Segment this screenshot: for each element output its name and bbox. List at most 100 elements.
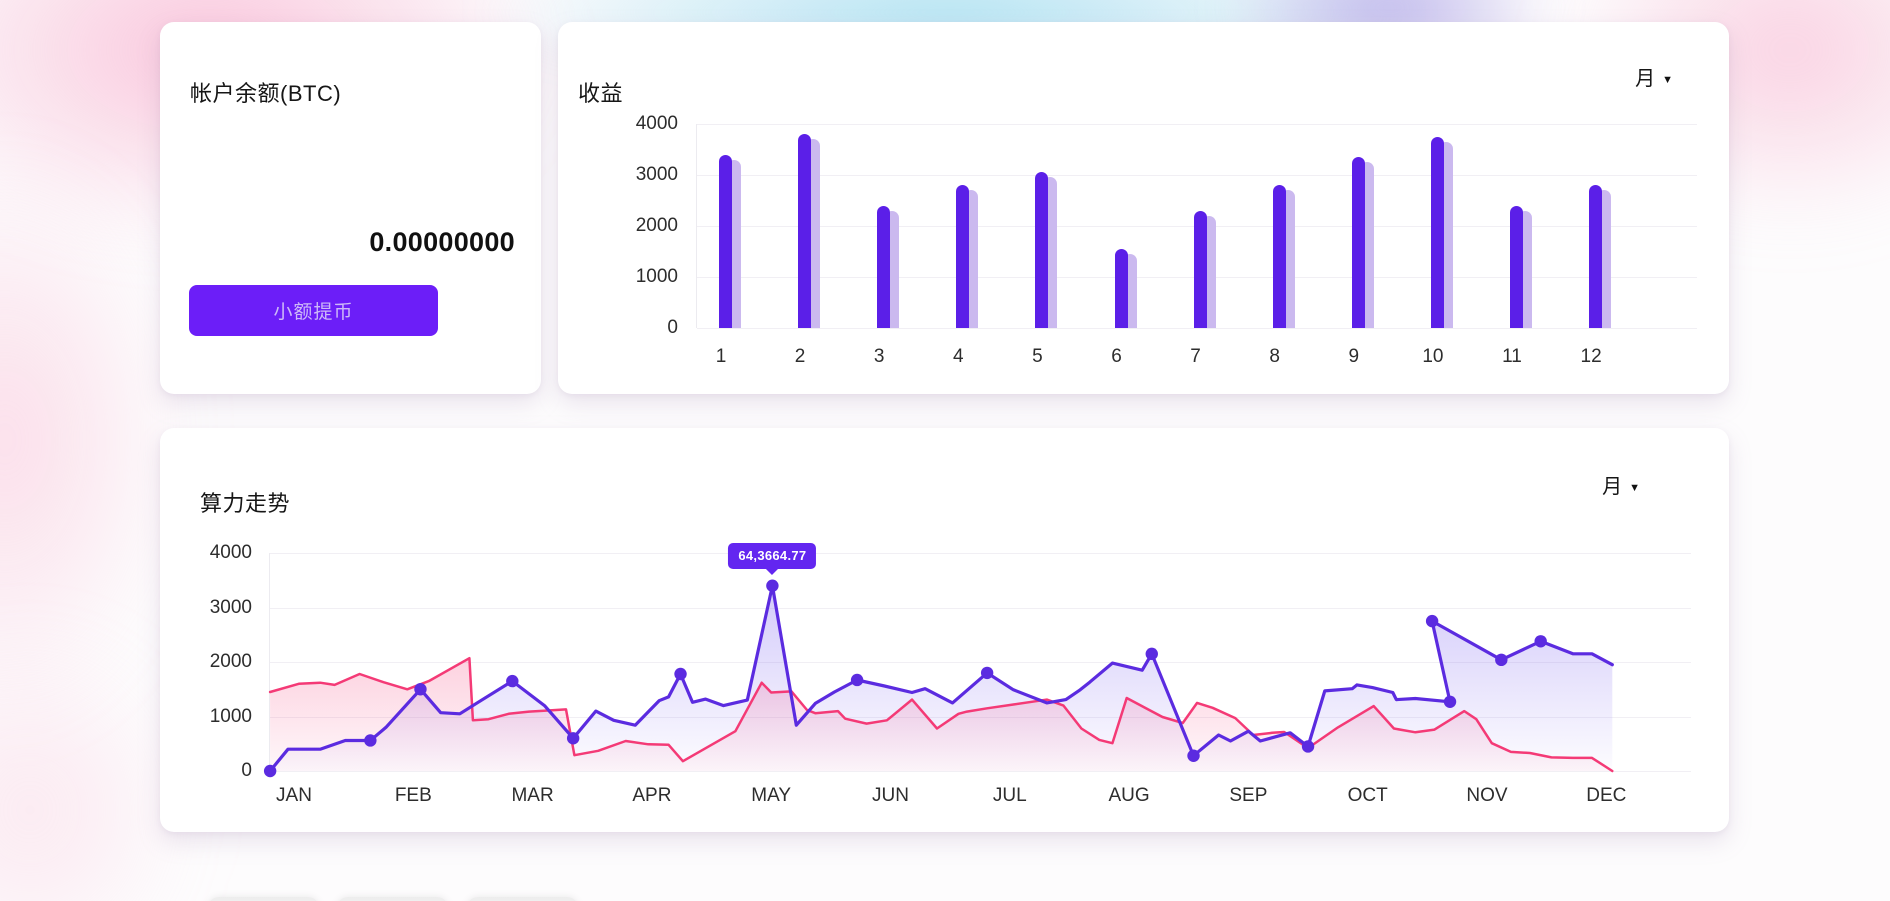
x-tick-label: SEP xyxy=(1229,785,1268,806)
bar-dark-part xyxy=(1589,185,1603,328)
x-tick-label: OCT xyxy=(1347,785,1388,806)
chart-dot[interactable] xyxy=(414,683,427,696)
income-bar[interactable] xyxy=(1589,185,1612,328)
below-fold-button-2[interactable] xyxy=(336,897,449,901)
balance-value: 0.00000000 xyxy=(369,227,515,257)
balance-title: 帐户余额(BTC) xyxy=(190,81,342,107)
income-bar[interactable] xyxy=(1114,249,1137,328)
chart-dot[interactable] xyxy=(566,732,580,745)
grid-line xyxy=(270,607,1691,609)
grid-line xyxy=(697,328,1697,329)
x-tick-label: 2 xyxy=(794,346,806,367)
purple-area xyxy=(270,585,1613,771)
income-bar[interactable] xyxy=(798,134,821,328)
grid-line xyxy=(697,124,1697,125)
chart-tooltip: 64,3664.77 xyxy=(728,542,817,569)
income-bar[interactable] xyxy=(1272,185,1295,328)
x-tick-label: 7 xyxy=(1190,346,1201,367)
y-tick-label: 0 xyxy=(241,760,252,781)
x-tick-label: 9 xyxy=(1348,346,1360,367)
income-bar[interactable] xyxy=(719,155,741,328)
bar-dark-part xyxy=(1351,157,1365,328)
chevron-down-icon: ▼ xyxy=(1662,74,1673,86)
balance-card: 帐户余额(BTC) 0.00000000 小额提币 xyxy=(160,22,541,394)
y-tick-label: 4000 xyxy=(209,542,252,563)
chart-dot[interactable] xyxy=(1145,647,1158,661)
y-tick-label: 3000 xyxy=(635,164,678,185)
pink-line xyxy=(268,656,1614,773)
purple-line xyxy=(268,584,1614,773)
y-tick-label: 0 xyxy=(667,317,678,338)
chart-dot[interactable] xyxy=(1301,740,1315,753)
x-tick-label: 11 xyxy=(1502,346,1522,367)
y-tick-label: 1000 xyxy=(635,266,678,287)
below-fold-button-3[interactable] xyxy=(466,897,579,901)
x-tick-label: AUG xyxy=(1108,785,1150,806)
chart-dot[interactable] xyxy=(980,666,994,680)
chart-dot[interactable] xyxy=(506,674,519,688)
bar-dark-part xyxy=(1035,172,1049,328)
chevron-down-icon: ▼ xyxy=(1629,482,1640,494)
x-tick-label: NOV xyxy=(1466,785,1508,806)
bar-dark-part xyxy=(877,206,891,328)
pink-area xyxy=(270,658,1613,771)
x-tick-label: MAY xyxy=(751,785,792,806)
income-title: 收益 xyxy=(578,81,624,107)
hashrate-svg xyxy=(263,579,1614,778)
income-period-value: 月 xyxy=(1635,68,1656,90)
x-tick-label: 12 xyxy=(1580,346,1602,367)
x-tick-label: 10 xyxy=(1422,346,1444,367)
chart-dot[interactable] xyxy=(1534,635,1547,648)
hashrate-period-value: 月 xyxy=(1602,476,1623,498)
grid-line xyxy=(270,662,1691,663)
grid-line xyxy=(697,175,1697,176)
income-card: 收益 月 ▼ 0 1000 2000 3000 4000 1 2 3 4 5 6 7 8 9 10 11 12 xyxy=(558,22,1729,394)
background-gradient-pink-left xyxy=(0,150,180,730)
chart-dot[interactable] xyxy=(674,667,687,681)
income-period-dropdown[interactable]: 月 ▼ xyxy=(1635,62,1673,91)
x-tick-label: DEC xyxy=(1586,785,1627,806)
x-tick-label: APR xyxy=(632,785,672,806)
grid-line xyxy=(270,771,1691,772)
x-tick-label: JUN xyxy=(872,785,909,806)
income-bar[interactable] xyxy=(1035,172,1058,328)
income-bar[interactable] xyxy=(1193,211,1216,328)
bar-dark-part xyxy=(1272,185,1286,328)
x-tick-label: JUL xyxy=(992,785,1027,806)
bar-dark-part xyxy=(956,185,970,328)
below-fold-button-1[interactable] xyxy=(207,897,320,901)
y-tick-label: 3000 xyxy=(209,596,252,618)
income-bar-chart xyxy=(696,124,1697,329)
hashrate-title: 算力走势 xyxy=(200,491,291,517)
income-bar[interactable] xyxy=(1510,206,1532,328)
bar-dark-part xyxy=(719,155,732,328)
y-tick-label: 2000 xyxy=(209,651,252,672)
chart-dot[interactable] xyxy=(263,764,277,778)
bar-dark-part xyxy=(1510,206,1523,328)
hashrate-card: 算力走势 月 ▼ 0 1000 2000 3000 4000 JAN FEB MAR APR MA… xyxy=(160,428,1729,832)
x-tick-label: 6 xyxy=(1111,346,1122,367)
x-tick-label: 1 xyxy=(715,346,727,367)
x-tick-label: 5 xyxy=(1032,346,1043,367)
small-withdraw-button[interactable]: 小额提币 xyxy=(189,285,438,336)
bar-dark-part xyxy=(798,134,812,328)
income-bar[interactable] xyxy=(956,185,979,328)
chart-dot[interactable] xyxy=(1443,695,1457,708)
chart-dot[interactable] xyxy=(1495,653,1508,667)
chart-dot[interactable] xyxy=(850,673,864,687)
hashrate-period-dropdown[interactable]: 月 ▼ xyxy=(1602,470,1640,499)
chart-dot[interactable] xyxy=(1425,614,1439,628)
chart-dot[interactable] xyxy=(1187,749,1200,762)
income-bar[interactable] xyxy=(1430,137,1453,328)
chart-dot[interactable] xyxy=(364,734,377,747)
y-tick-label: 4000 xyxy=(635,113,678,134)
income-bar[interactable] xyxy=(1351,157,1374,328)
y-tick-label: 1000 xyxy=(209,705,252,727)
income-bar[interactable] xyxy=(877,206,900,328)
x-tick-label: FEB xyxy=(394,785,432,806)
x-tick-label: 4 xyxy=(953,346,964,367)
x-tick-label: 8 xyxy=(1269,346,1280,367)
grid-line xyxy=(270,553,1691,554)
chart-dot[interactable] xyxy=(766,579,779,592)
